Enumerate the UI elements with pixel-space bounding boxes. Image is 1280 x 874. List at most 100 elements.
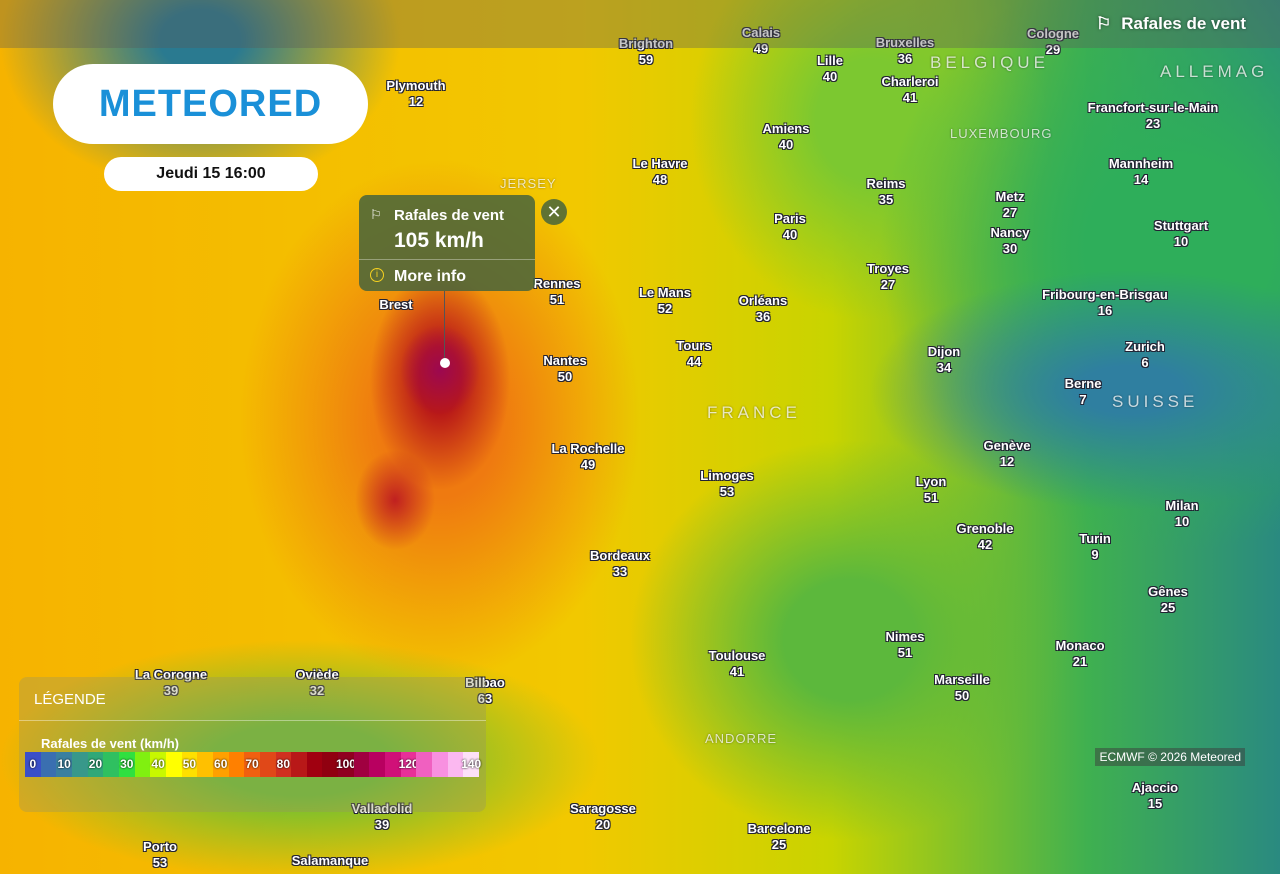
city-label[interactable]: Le Mans 52 xyxy=(639,285,691,317)
scale-step xyxy=(259,752,276,777)
city-label[interactable]: Bilbao 63 xyxy=(465,675,505,707)
city-label[interactable]: Bordeaux 33 xyxy=(590,548,650,580)
country-label: SUISSE xyxy=(1112,392,1199,411)
city-name: Plymouth xyxy=(386,78,446,93)
city-label[interactable]: Monaco 21 xyxy=(1055,638,1104,670)
city-label[interactable]: Limoges 53 xyxy=(700,468,753,500)
popup-value: 105 km/h xyxy=(394,229,484,252)
scale-step: 70 xyxy=(244,752,260,777)
scale-step xyxy=(369,752,386,777)
city-name: Grenoble xyxy=(956,521,1014,536)
city-label[interactable]: Amiens 40 xyxy=(763,121,810,153)
scale-step xyxy=(432,752,448,777)
city-value: 53 xyxy=(719,484,735,499)
city-value: 50 xyxy=(954,688,970,703)
city-label[interactable]: Valladolid 39 xyxy=(352,801,413,833)
city-value: 10 xyxy=(1174,514,1190,529)
city-label[interactable]: Nimes 51 xyxy=(885,629,924,661)
city-label[interactable]: Berne 7 xyxy=(1065,376,1102,408)
city-label[interactable]: Tours 44 xyxy=(676,338,711,370)
city-label[interactable]: Milan 10 xyxy=(1165,498,1198,530)
scale-step xyxy=(353,752,370,777)
forecast-time[interactable]: Jeudi 15 16:00 xyxy=(104,157,318,191)
layer-title[interactable]: ⚐ Rafales de vent xyxy=(1096,14,1246,33)
location-pin[interactable] xyxy=(440,358,450,368)
city-label[interactable]: Turin 9 xyxy=(1079,531,1111,563)
city-label[interactable]: La Corogne 39 xyxy=(135,667,207,699)
city-label[interactable]: Toulouse 41 xyxy=(709,648,766,680)
city-label[interactable]: Lyon 51 xyxy=(916,474,947,506)
city-value: 34 xyxy=(936,360,952,375)
scale-label: 140 xyxy=(461,757,482,771)
city-label[interactable]: La Rochelle 49 xyxy=(552,441,625,473)
city-label[interactable]: Brest xyxy=(379,297,412,313)
city-value: 40 xyxy=(782,227,798,242)
city-value: 39 xyxy=(374,817,390,832)
city-label[interactable]: Dijon 34 xyxy=(928,344,961,376)
city-label[interactable]: Saragosse 20 xyxy=(570,801,636,833)
city-label[interactable]: Grenoble 42 xyxy=(956,521,1013,553)
city-label[interactable]: Salamanque xyxy=(292,853,369,869)
city-label[interactable]: Ajaccio 15 xyxy=(1132,780,1178,812)
more-info-link[interactable]: More info xyxy=(394,268,466,285)
city-value: 23 xyxy=(1145,116,1161,131)
city-value: 59 xyxy=(638,52,654,67)
scale-step xyxy=(103,752,119,777)
city-label[interactable]: Marseille 50 xyxy=(934,672,990,704)
country-label: ALLEMAG xyxy=(1160,62,1269,81)
city-name: Fribourg-en-Brisgau xyxy=(1042,287,1168,302)
info-icon[interactable]: i xyxy=(370,268,384,282)
city-value: 6 xyxy=(1141,355,1149,370)
city-value: 32 xyxy=(309,683,325,698)
city-label[interactable]: Plymouth 12 xyxy=(386,78,445,110)
city-name: Charleroi xyxy=(881,74,939,89)
close-popup-button[interactable]: ✕ xyxy=(541,199,567,225)
city-name: Paris xyxy=(774,211,806,226)
popup-title: Rafales de vent xyxy=(394,207,505,224)
city-label[interactable]: Paris 40 xyxy=(774,211,806,243)
city-label[interactable]: Nancy 30 xyxy=(990,225,1029,257)
credit: ECMWF © 2026 Meteored xyxy=(1095,748,1245,766)
wind-flag-icon: ⚐ xyxy=(1096,14,1112,33)
city-name: Barcelone xyxy=(747,821,811,836)
city-label[interactable]: Metz 27 xyxy=(996,189,1025,221)
city-label[interactable]: Brighton 59 xyxy=(619,36,673,68)
city-label[interactable]: Barcelone 25 xyxy=(748,821,811,853)
city-label[interactable]: Calais 49 xyxy=(742,25,780,57)
city-label[interactable]: Le Havre 48 xyxy=(633,156,688,188)
city-label[interactable]: Gênes 25 xyxy=(1148,584,1188,616)
meteored-logo[interactable]: METEORED xyxy=(53,64,368,144)
city-label[interactable]: Orléans 36 xyxy=(739,293,787,325)
scale-step: 140 xyxy=(461,752,482,777)
city-label[interactable]: Mannheim 14 xyxy=(1109,156,1173,188)
scale-step xyxy=(197,752,213,777)
country-label: JERSEY xyxy=(500,176,557,191)
city-label[interactable]: Reims 35 xyxy=(866,176,905,208)
city-label[interactable]: Genève 12 xyxy=(984,438,1031,470)
city-value: 9 xyxy=(1091,547,1099,562)
legend-heading[interactable]: LÉGENDE xyxy=(34,691,106,708)
city-value: 41 xyxy=(729,664,745,679)
city-label[interactable]: Nantes 50 xyxy=(543,353,586,385)
city-label[interactable]: Oviède 32 xyxy=(295,667,338,699)
city-label[interactable]: Porto 53 xyxy=(143,839,177,871)
city-label[interactable]: Bruxelles 36 xyxy=(876,35,935,67)
city-name: Zurich xyxy=(1125,339,1165,354)
city-label[interactable]: Lille 40 xyxy=(817,53,843,85)
city-label[interactable]: Francfort-sur-le-Main 23 xyxy=(1088,100,1219,132)
city-label[interactable]: Zurich 6 xyxy=(1125,339,1165,371)
scale-step xyxy=(306,752,323,777)
city-label[interactable]: Stuttgart 10 xyxy=(1154,218,1208,250)
city-label[interactable]: Charleroi 41 xyxy=(881,74,938,106)
city-value: 40 xyxy=(822,69,838,84)
city-label[interactable]: Rennes 51 xyxy=(534,276,581,308)
scale-step: 100 xyxy=(336,752,356,777)
city-label[interactable]: Troyes 27 xyxy=(867,261,909,293)
city-value: 39 xyxy=(163,683,179,698)
city-value: 7 xyxy=(1079,392,1087,407)
city-name: La Rochelle xyxy=(551,441,625,456)
city-label[interactable]: Cologne 29 xyxy=(1027,26,1079,58)
scale-step: 80 xyxy=(275,752,292,777)
city-label[interactable]: Fribourg-en-Brisgau 16 xyxy=(1042,287,1168,319)
